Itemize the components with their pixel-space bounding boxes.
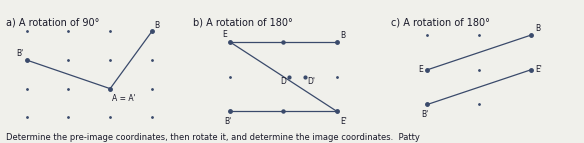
Text: E': E' [340, 117, 347, 126]
Text: b) A rotation of 180°: b) A rotation of 180° [193, 18, 293, 28]
Text: B: B [154, 21, 159, 30]
Text: Determine the pre-image coordinates, then rotate it, and determine the image coo: Determine the pre-image coordinates, the… [6, 133, 420, 142]
Text: B': B' [16, 49, 23, 58]
Text: a) A rotation of 90°: a) A rotation of 90° [6, 17, 99, 27]
Text: B': B' [421, 110, 429, 119]
Text: E': E' [535, 65, 542, 74]
Text: B': B' [224, 117, 231, 126]
Text: c) A rotation of 180°: c) A rotation of 180° [391, 18, 490, 28]
Text: A = A': A = A' [112, 94, 136, 103]
Text: E: E [419, 65, 423, 74]
Text: B: B [535, 24, 540, 33]
Text: D: D [280, 77, 286, 86]
Text: E: E [223, 30, 227, 39]
Text: D': D' [308, 77, 315, 86]
Text: B: B [340, 31, 346, 40]
